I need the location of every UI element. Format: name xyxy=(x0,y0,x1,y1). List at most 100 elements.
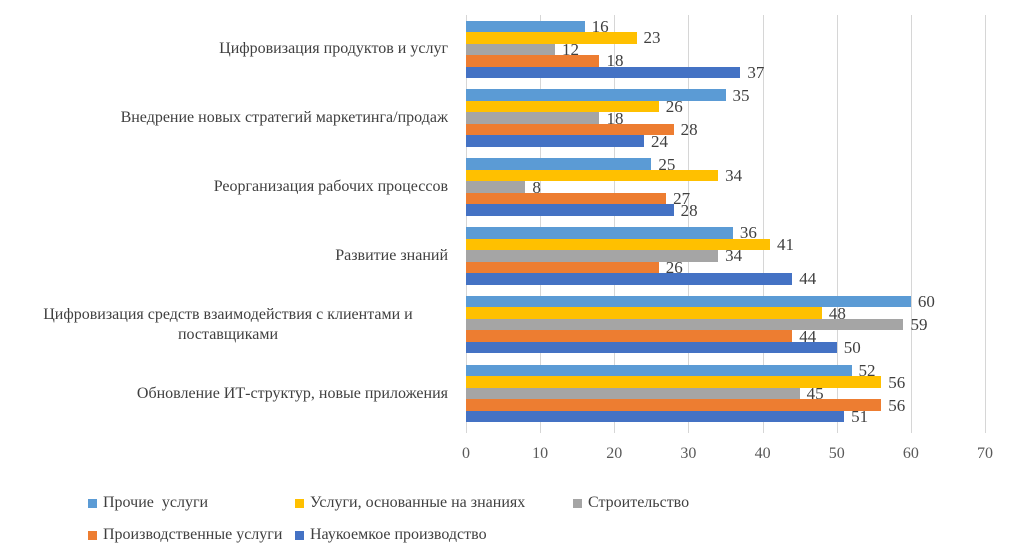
bar-Строительство xyxy=(466,181,526,193)
bar-Производственные услуги xyxy=(466,330,793,342)
x-tick-label-0: 0 xyxy=(462,445,470,462)
bar-value-label: 45 xyxy=(806,384,824,404)
bar-value-label: 37 xyxy=(747,62,765,82)
bar-Наукоемкое производство xyxy=(466,341,837,354)
bar-value-label: 52 xyxy=(858,361,876,381)
legend-swatch-icon xyxy=(88,498,97,508)
bar-row: 28 xyxy=(466,120,985,140)
bar-Строительство xyxy=(466,43,555,56)
x-tick-label-50: 50 xyxy=(828,445,845,462)
gridline-20 xyxy=(614,15,616,433)
bar-Услуги, основанные на знаниях xyxy=(466,169,719,182)
bar-value-label: 8 xyxy=(532,177,541,197)
x-tick-label-20: 20 xyxy=(606,445,623,462)
bar-row: 56 xyxy=(466,395,985,415)
bar-row: 52 xyxy=(466,361,985,381)
legend-label: Строительство xyxy=(588,494,690,511)
bar-Строительство xyxy=(466,387,800,400)
bar-row: 27 xyxy=(466,190,985,207)
legend-row-0: Прочие услуги Услуги, основанные на знани… xyxy=(88,487,988,519)
bar-Производственные услуги xyxy=(466,192,667,205)
bar-Строительство xyxy=(466,250,719,262)
category-label-4: Цифровизация средств взаимодействия с кл… xyxy=(43,305,413,343)
bar-row: 26 xyxy=(466,97,985,117)
x-tick-label-60: 60 xyxy=(902,445,919,462)
bar-Наукоемкое производство xyxy=(466,204,674,216)
bar-row: 59 xyxy=(466,315,985,335)
x-tick-label-70: 70 xyxy=(977,445,993,462)
legend-label: Производственные услуги xyxy=(103,526,283,543)
bar-row: 28 xyxy=(466,200,985,220)
legend-label: Услуги, основанные на знаниях xyxy=(310,494,526,511)
bar-Услуги, основанные на знаниях xyxy=(466,32,637,44)
legend-swatch-icon xyxy=(88,530,97,540)
bar-value-label: 26 xyxy=(665,97,683,117)
legend-item-2: Строительство xyxy=(573,494,689,512)
legend-swatch-icon xyxy=(295,498,304,508)
bar-value-label: 56 xyxy=(888,395,906,415)
bar-value-label: 18 xyxy=(606,51,624,71)
bar-value-label: 50 xyxy=(843,338,861,358)
legend: Прочие услуги Услуги, основанные на знани… xyxy=(88,487,988,551)
bar-group-1: 35 26 18 28 24 xyxy=(466,84,985,153)
bar-value-label: 48 xyxy=(828,303,846,323)
plot-area: 16 23 12 18 37 35 26 18 28 24 25 34 8 27 28 36 41 34 26 44 6… xyxy=(466,15,986,433)
gridline-50 xyxy=(836,15,838,433)
gridline-10 xyxy=(540,15,542,433)
category-label-0: Цифровизация продуктов и услуг xyxy=(219,40,448,58)
bar-Наукоемкое производство xyxy=(466,410,845,423)
bar-row: 48 xyxy=(466,303,985,323)
bar-value-label: 36 xyxy=(739,223,757,243)
bar-Строительство xyxy=(466,318,904,331)
bar-Наукоемкое производство xyxy=(466,273,793,285)
bar-row: 25 xyxy=(466,154,985,174)
category-label-1: Внедрение новых стратегий маркетинга/про… xyxy=(120,109,448,127)
bar-row: 44 xyxy=(466,326,985,346)
bar-value-label: 24 xyxy=(650,131,668,151)
bar-value-label: 51 xyxy=(851,407,869,427)
x-tick-label-30: 30 xyxy=(680,445,697,462)
bar-Услуги, основанные на знаниях xyxy=(466,100,659,113)
bar-groups: 16 23 12 18 37 35 26 18 28 24 25 34 8 27 28 36 41 34 26 44 6… xyxy=(466,15,985,428)
bar-value-label: 26 xyxy=(665,257,683,277)
bar-Прочие услуги xyxy=(466,295,911,308)
legend-item-3: Производственные услуги xyxy=(88,526,295,544)
category-axis: Цифровизация продуктов и услуг Внедрение … xyxy=(8,15,458,428)
bar-row: 60 xyxy=(466,293,985,310)
bar-Наукоемкое производство xyxy=(466,66,741,79)
bar-row: 26 xyxy=(466,257,985,277)
bar-value-label: 25 xyxy=(658,154,676,174)
category-label-3: Развитие знаний xyxy=(335,246,448,264)
bar-value-label: 44 xyxy=(799,269,817,289)
x-tick-label-40: 40 xyxy=(754,445,771,462)
bar-row: 56 xyxy=(466,374,985,391)
bar-Прочие услуги xyxy=(466,89,726,101)
bar-value-label: 34 xyxy=(725,166,743,186)
bar-group-3: 36 41 34 26 44 xyxy=(466,221,985,290)
bar-row: 24 xyxy=(466,131,985,151)
bar-row: 44 xyxy=(466,269,985,289)
bar-value-label: 23 xyxy=(643,28,661,48)
legend-swatch-icon xyxy=(573,498,582,508)
bar-Наукоемкое производство xyxy=(466,135,644,147)
bar-value-label: 41 xyxy=(776,234,794,254)
bar-row: 35 xyxy=(466,87,985,104)
bar-row: 18 xyxy=(466,110,985,127)
bar-Производственные услуги xyxy=(466,55,600,67)
bar-row: 34 xyxy=(466,247,985,264)
bar-Производственные услуги xyxy=(466,261,659,274)
bar-value-label: 28 xyxy=(680,200,698,220)
bar-value-label: 28 xyxy=(680,120,698,140)
bar-Прочие услуги xyxy=(466,158,652,170)
bar-row: 18 xyxy=(466,51,985,71)
x-tick-label-10: 10 xyxy=(532,445,549,462)
category-label-5: Обновление ИТ-структур, новые приложения xyxy=(136,384,448,402)
bar-row: 51 xyxy=(466,407,985,427)
category-label-2: Реорганизация рабочих процессов xyxy=(213,178,448,196)
legend-label: Прочие услуги xyxy=(103,494,209,511)
bar-row: 23 xyxy=(466,28,985,48)
bar-group-0: 16 23 12 18 37 xyxy=(466,15,985,84)
bar-value-label: 59 xyxy=(910,315,928,335)
bar-value-label: 44 xyxy=(799,326,817,346)
